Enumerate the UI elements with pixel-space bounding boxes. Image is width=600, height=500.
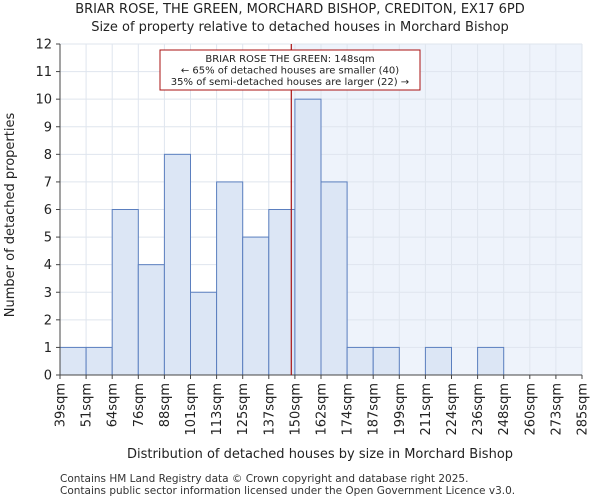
x-tick-label: 101sqm (184, 383, 199, 436)
bar-236sqm (477, 346, 505, 376)
annotation-larger: 35% of semi-detached houses are larger (… (171, 77, 409, 88)
bar-174sqm (346, 346, 374, 376)
bar-51sqm (85, 346, 113, 376)
x-tick-label: 248sqm (497, 383, 512, 436)
y-tick-label: 2 (44, 313, 52, 328)
annotation-smaller: ← 65% of detached houses are smaller (40… (181, 66, 399, 77)
y-tick-label: 5 (44, 231, 52, 246)
y-tick-label: 6 (44, 203, 52, 218)
chart-title: BRIAR ROSE, THE GREEN, MORCHARD BISHOP, … (75, 2, 525, 17)
x-tick-label: 162sqm (315, 383, 330, 436)
y-tick-label: 9 (44, 120, 52, 135)
x-tick-label: 273sqm (549, 383, 564, 436)
bar-125sqm (242, 236, 270, 376)
x-tick-label: 76sqm (132, 383, 147, 427)
x-tick-label: 236sqm (471, 383, 486, 436)
chart-subtitle: Size of property relative to detached ho… (91, 20, 509, 35)
bar-211sqm (424, 346, 452, 376)
y-tick-label: 3 (44, 286, 52, 301)
footer-copyright: Contains HM Land Registry data © Crown c… (60, 473, 469, 485)
y-tick-label: 12 (35, 38, 52, 53)
x-tick-label: 137sqm (262, 383, 277, 436)
bar-101sqm (190, 291, 218, 376)
bar-187sqm (372, 346, 400, 376)
y-tick-label: 0 (44, 369, 52, 384)
bar-39sqm (59, 346, 87, 376)
x-tick-label: 125sqm (236, 383, 251, 436)
y-tick-label: 8 (44, 148, 52, 163)
x-tick-label: 150sqm (288, 383, 303, 436)
x-tick-label: 174sqm (341, 383, 356, 436)
bar-88sqm (163, 153, 191, 376)
x-tick-label: 51sqm (80, 383, 95, 427)
x-tick-label: 199sqm (393, 383, 408, 436)
bar-64sqm (111, 209, 139, 376)
annotation-box (159, 49, 421, 91)
y-axis-label: Number of detached properties (3, 113, 18, 318)
bar-162sqm (320, 181, 348, 376)
x-tick-label: 88sqm (158, 383, 173, 427)
footer-licence: Contains public sector information licen… (60, 485, 516, 497)
x-axis-label: Distribution of detached houses by size … (127, 447, 513, 462)
y-tick-label: 10 (35, 93, 52, 108)
x-tick-label: 224sqm (445, 383, 460, 436)
x-tick-label: 285sqm (576, 383, 591, 436)
x-tick-label: 260sqm (523, 383, 538, 436)
bar-113sqm (216, 181, 244, 376)
bar-150sqm (294, 98, 322, 376)
y-tick-label: 11 (35, 65, 52, 80)
y-tick-label: 4 (44, 258, 52, 273)
x-tick-label: 211sqm (419, 383, 434, 436)
x-tick-label: 187sqm (367, 383, 382, 436)
x-tick-label: 64sqm (106, 383, 121, 427)
y-tick-label: 1 (44, 341, 52, 356)
y-tick-label: 7 (44, 175, 52, 190)
x-tick-label: 113sqm (210, 383, 225, 436)
bar-76sqm (137, 264, 165, 376)
x-tick-label: 39sqm (54, 383, 69, 427)
annotation-title: BRIAR ROSE THE GREEN: 148sqm (205, 54, 374, 65)
